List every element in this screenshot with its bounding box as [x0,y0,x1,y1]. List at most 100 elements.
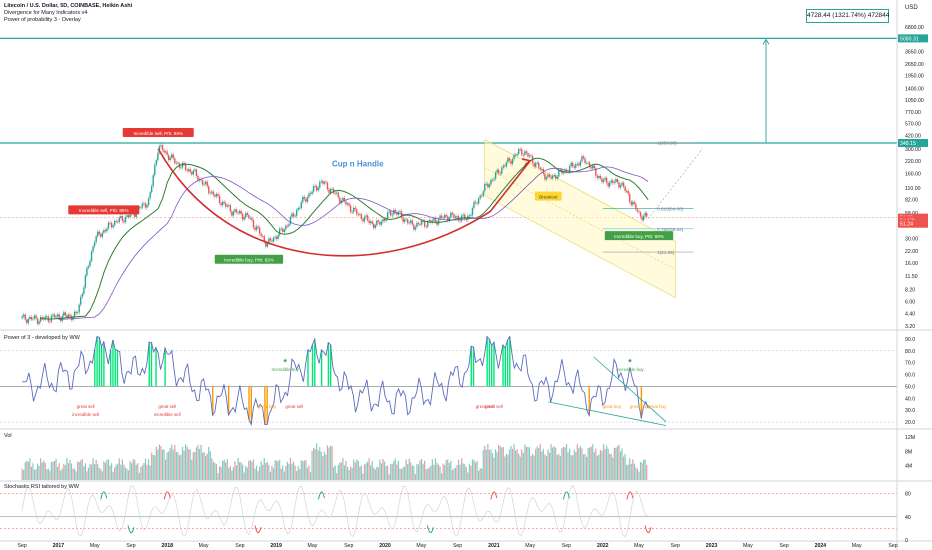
candle-body [608,182,611,187]
candle-body [598,175,600,179]
candle-body [578,163,580,166]
volume-bar [342,458,344,480]
volume-bar [316,443,318,480]
volume-bar [245,465,247,480]
volume-bar [362,473,364,480]
candle-body [44,316,46,320]
power-of-3-title[interactable]: Power of 3 - developed by WW [4,335,80,341]
indicator-power-overlay[interactable]: Power of probability 3 - Overlay [4,17,81,23]
volume-bar [427,468,429,480]
candle-body [403,219,406,222]
candle-body [522,154,525,156]
volume-bar [632,459,634,480]
volume-bar [431,459,433,480]
volume-bar [550,444,552,480]
candle-body [181,162,184,168]
fib-level-label: 0.786(38.64) [657,227,684,232]
candle-body [81,293,83,297]
volume-bar [101,471,103,480]
volume-bar [624,454,626,480]
candle-body [144,203,147,208]
candle-body [445,215,447,217]
candle-body [490,179,492,185]
candle-body [568,166,571,173]
candle-body [479,195,481,199]
volume-bar [390,464,392,480]
candle-body [38,321,40,324]
candle-body [459,220,461,222]
candle-body [447,216,449,221]
volume-bar [282,465,284,480]
candle-body [195,169,198,176]
candle-body [507,158,509,163]
candle-body [127,215,130,218]
volume-title[interactable]: Vol [4,433,12,439]
candle-body [485,183,488,185]
candle-body [368,220,370,224]
volume-bar [456,465,458,480]
volume-bar [609,453,611,480]
volume-bar [618,444,620,480]
candle-body [406,219,409,224]
candle-body [95,236,97,243]
volume-bar [592,444,594,480]
candle-body [534,162,537,167]
volume-bar [360,465,363,480]
projection-line [647,148,703,219]
volume-bar [612,457,614,480]
p3-tick-label: 90.0 [905,337,915,343]
volume-bar [288,463,290,480]
volume-bar [570,455,572,480]
candle-body [238,210,241,214]
p3-tick-label: 50.0 [905,384,915,390]
volume-bar [553,446,555,480]
candle-body [268,238,270,244]
volume-bar [311,451,313,480]
candle-body [149,192,151,199]
volume-bar [606,445,608,480]
callout-label: Incredible buy, Prb: 88% [614,234,664,239]
candle-body [194,169,196,171]
stoch-rsi-title[interactable]: Stochastic RSI tailored by WW [4,484,79,490]
candle-body [365,215,367,217]
volume-bar [218,466,221,480]
indicator-divergence[interactable]: Divergence for Many Indicators v4 [4,10,88,16]
stoch-signal-top [100,491,108,500]
volume-bar [572,455,574,480]
volume-bar [524,444,526,480]
candle-body [212,191,215,196]
stoch-signal-bottom [426,525,434,534]
p3-extreme-bar [509,336,511,387]
candle-body [499,173,501,175]
volume-bar [589,447,591,480]
candle-body [309,193,312,195]
volume-bar [240,462,242,480]
y-tick-label: 6.00 [905,299,915,305]
candle-body [87,266,90,268]
symbol-title[interactable]: Litecoin / U.S. Dollar, 5D, COINBASE, He… [4,3,133,9]
volume-bar [575,451,577,480]
volume-bar [552,447,554,480]
volume-bar [411,465,413,480]
volume-bar [396,464,398,480]
candle-body [555,175,557,179]
candle-body [436,221,438,225]
volume-bar [200,444,202,480]
candle-body [544,173,546,180]
candle-body [348,203,350,206]
volume-bar [55,458,57,480]
candle-body [559,169,562,171]
candle-body [607,182,609,187]
candle-body [616,179,619,183]
p3-tick-label: 30.0 [905,408,915,414]
candle-body [70,315,73,320]
p3-extreme-bar [470,346,472,387]
volume-bar [286,461,288,480]
volume-bar [533,455,535,480]
volume-bar [83,466,85,480]
volume-bar [178,455,181,480]
volume-bar [555,447,557,480]
candle-body [491,179,494,181]
p3-signal-label: great buy [603,404,622,409]
